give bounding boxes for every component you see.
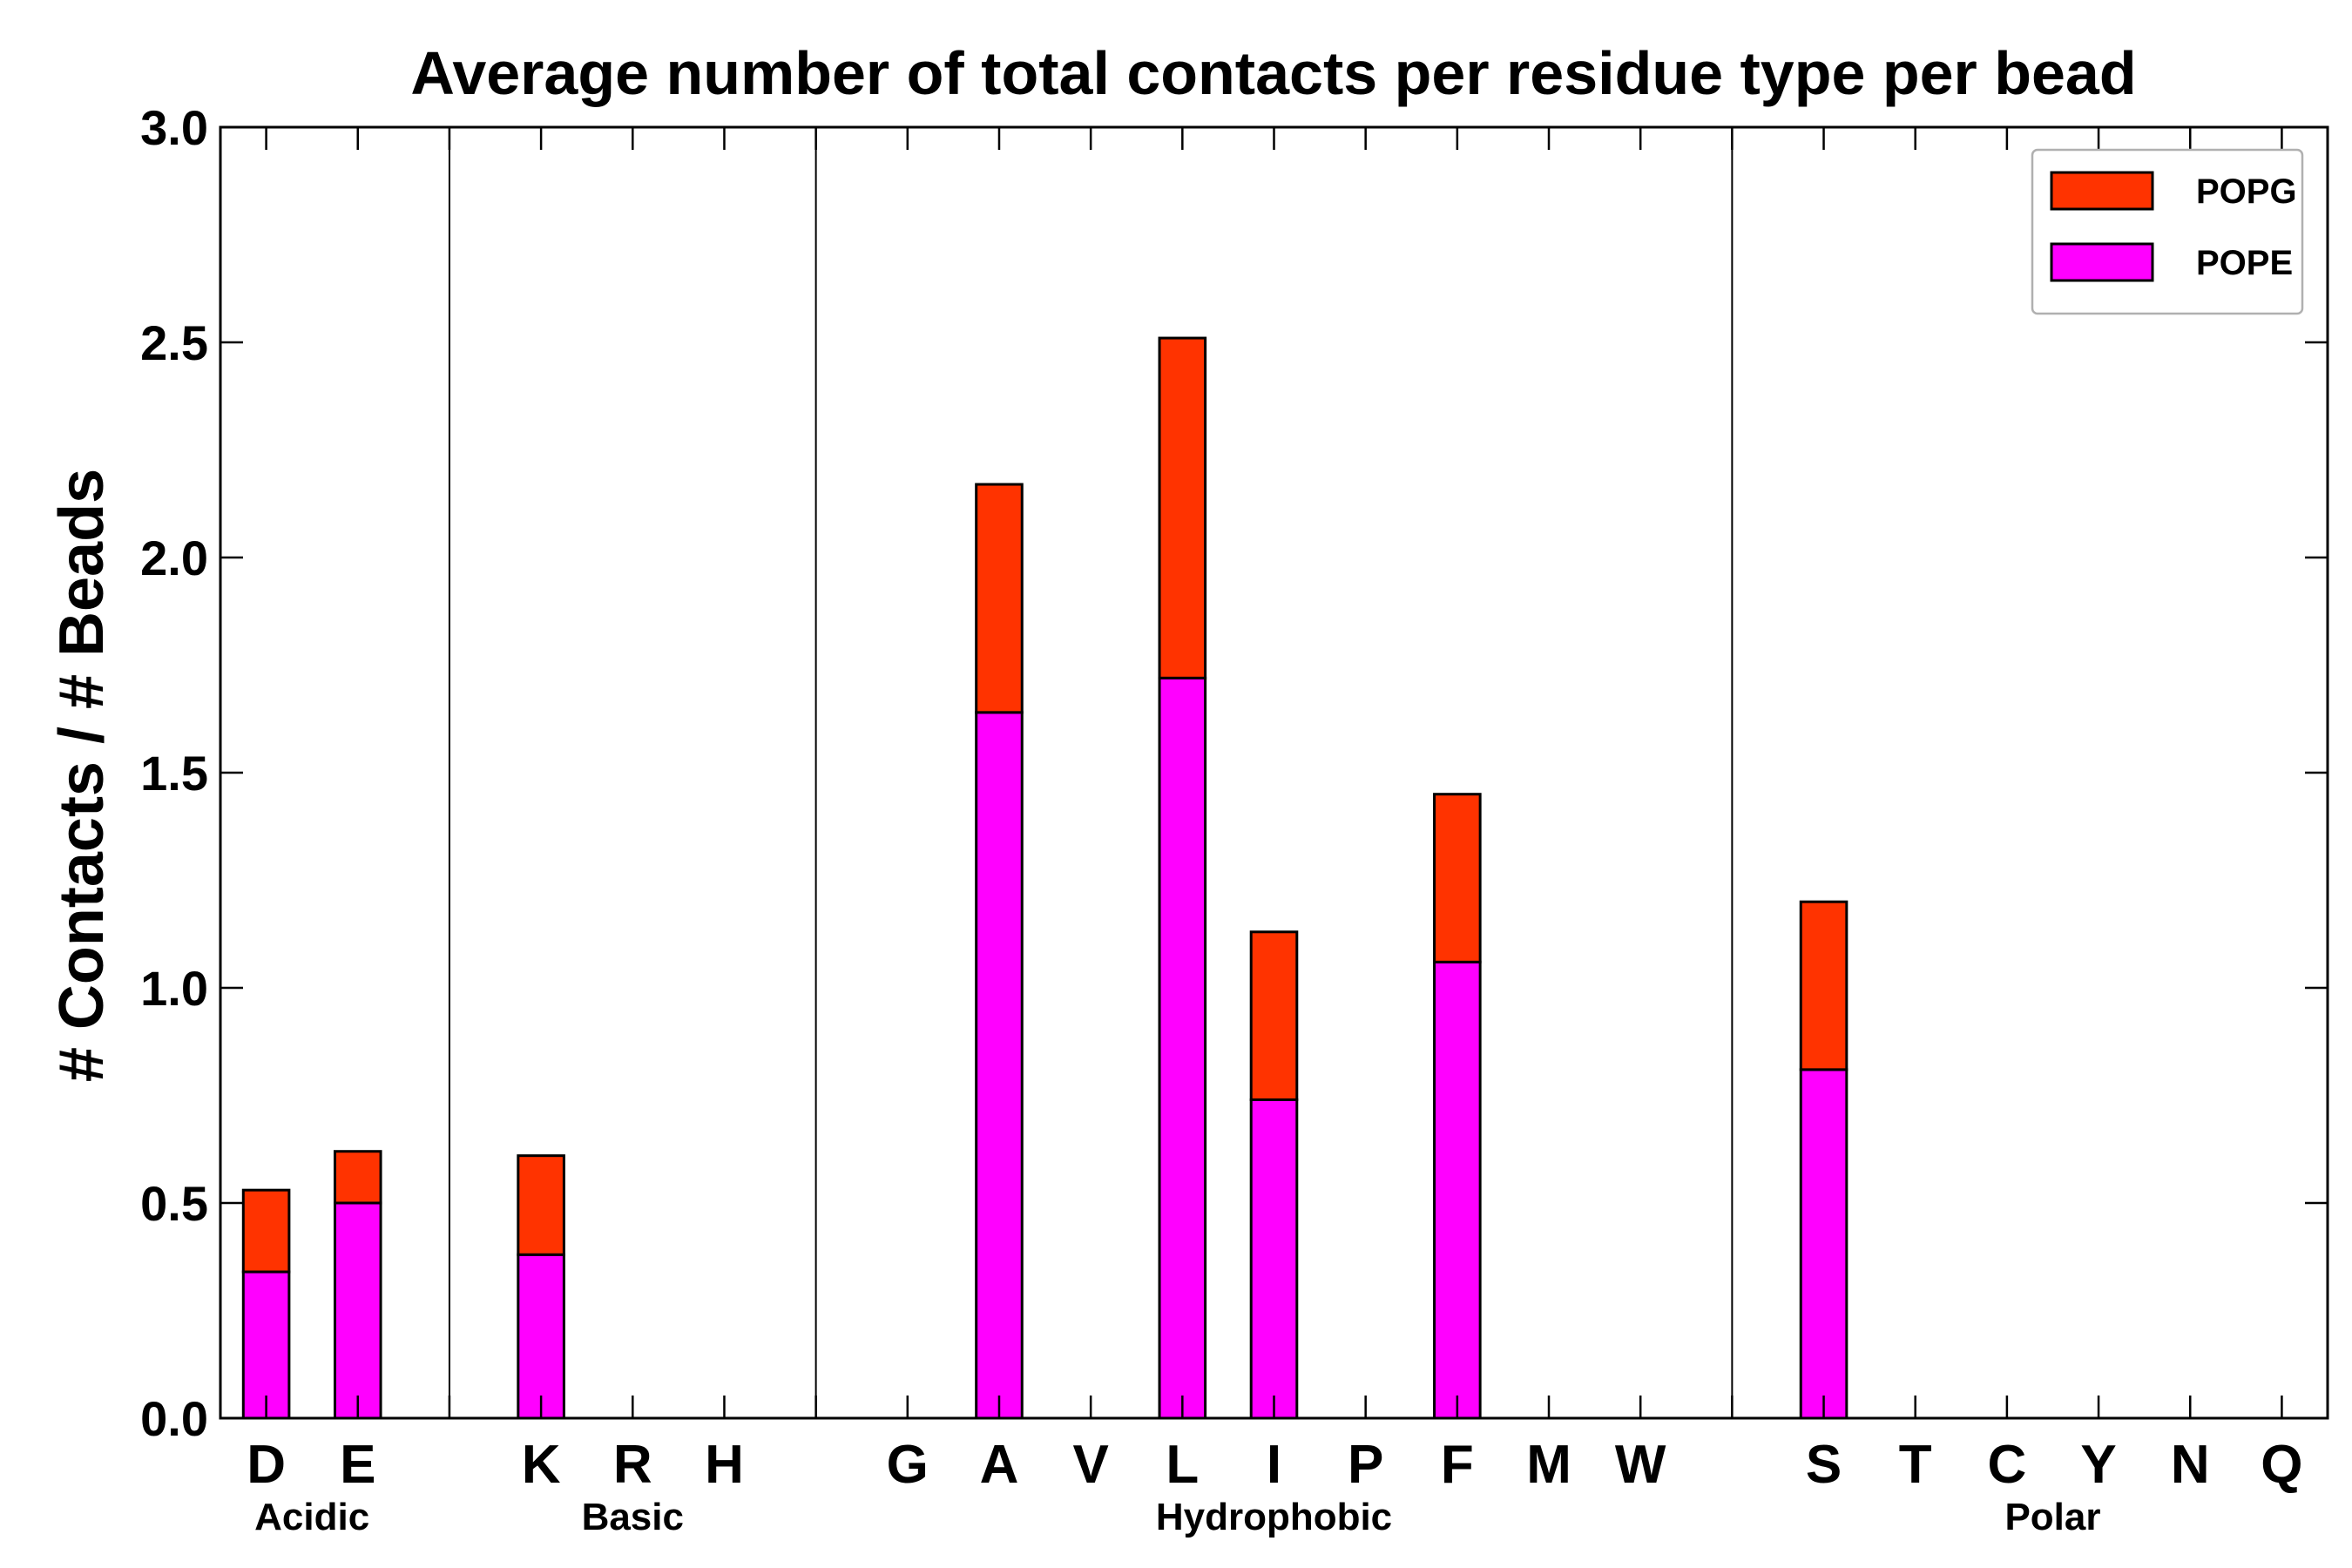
legend: POPG POPE bbox=[2031, 148, 2304, 315]
bar-pope-i bbox=[1249, 1098, 1299, 1420]
bar-popg-e bbox=[333, 1150, 382, 1205]
x-tick-label-w: W bbox=[1615, 1435, 1666, 1495]
x-tick-label-g: G bbox=[887, 1435, 929, 1495]
bar-popg-k bbox=[517, 1154, 565, 1256]
legend-label-popg: POPG bbox=[2196, 172, 2297, 211]
x-tick-label-y: Y bbox=[2080, 1435, 2116, 1495]
x-tick-label-h: H bbox=[705, 1435, 744, 1495]
x-tick-label-p: P bbox=[1348, 1435, 1383, 1495]
x-tick-label-n: N bbox=[2171, 1435, 2210, 1495]
x-tick-label-l: L bbox=[1166, 1435, 1199, 1495]
bar-popg-d bbox=[241, 1188, 291, 1274]
y-tick-label: 2.0 bbox=[140, 531, 208, 585]
group-label-polar: Polar bbox=[2004, 1496, 2100, 1538]
bar-pope-d bbox=[241, 1270, 291, 1420]
x-tick-label-r: R bbox=[613, 1435, 652, 1495]
plot-area: 0.0 0.5 1.0 1.5 2.0 2.5 3.0 D E K R H G A V L I P F M W S T C Y N… bbox=[140, 100, 2329, 1538]
x-tick-label-e: E bbox=[340, 1435, 375, 1495]
bar-popg-l bbox=[1158, 336, 1207, 679]
y-axis-label: # Contacts / # Beads bbox=[47, 469, 117, 1082]
bar-popg-s bbox=[1799, 900, 1848, 1071]
x-tick-label-k: K bbox=[522, 1435, 561, 1495]
x-tick-label-m: M bbox=[1526, 1435, 1571, 1495]
group-label-hydrophobic: Hydrophobic bbox=[1156, 1496, 1392, 1538]
y-tick-label: 1.0 bbox=[140, 961, 208, 1016]
legend-swatch-popg bbox=[2050, 171, 2154, 211]
bar-pope-l bbox=[1158, 676, 1207, 1420]
x-tick-label-c: C bbox=[1988, 1435, 2027, 1495]
legend-label-pope: POPE bbox=[2196, 244, 2293, 282]
chart-title: Average number of total contacts per res… bbox=[410, 39, 2136, 107]
group-label-basic: Basic bbox=[582, 1496, 684, 1538]
x-tick-label-q: Q bbox=[2261, 1435, 2302, 1495]
x-tick-label-s: S bbox=[1806, 1435, 1842, 1495]
bar-pope-a bbox=[975, 711, 1024, 1420]
x-tick-label-t: T bbox=[1899, 1435, 1932, 1495]
x-tick-label-i: I bbox=[1267, 1435, 1281, 1495]
bar-pope-f bbox=[1433, 960, 1482, 1420]
y-tick-label: 3.0 bbox=[140, 100, 208, 155]
bar-popg-i bbox=[1249, 930, 1299, 1101]
group-label-acidic: Acidic bbox=[254, 1496, 369, 1538]
legend-swatch-pope bbox=[2050, 242, 2154, 282]
y-tick-label: 1.5 bbox=[140, 746, 208, 801]
bar-popg-f bbox=[1433, 793, 1482, 963]
x-tick-label-a: A bbox=[980, 1435, 1019, 1495]
x-tick-label-v: V bbox=[1072, 1435, 1108, 1495]
x-tick-label-f: F bbox=[1441, 1435, 1474, 1495]
bar-pope-s bbox=[1799, 1068, 1848, 1420]
bar-pope-e bbox=[333, 1201, 382, 1420]
y-tick-label: 0.5 bbox=[140, 1176, 208, 1231]
bar-pope-k bbox=[517, 1253, 565, 1420]
x-tick-label-d: D bbox=[247, 1435, 286, 1495]
y-tick-label: 0.0 bbox=[140, 1391, 208, 1446]
y-tick-label: 2.5 bbox=[140, 315, 208, 370]
bar-popg-a bbox=[975, 483, 1024, 714]
